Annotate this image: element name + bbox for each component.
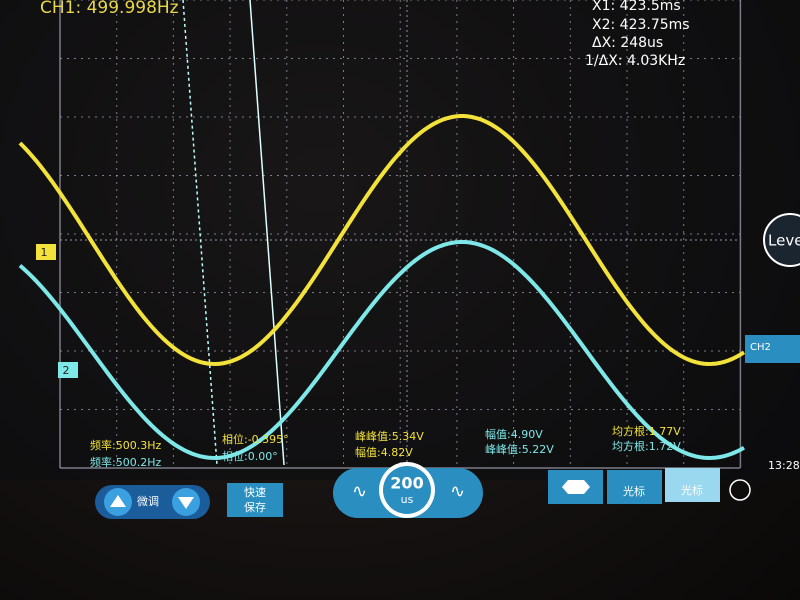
measure: 幅值:4.90V bbox=[485, 428, 543, 441]
ch1-marker-label: 1 bbox=[41, 246, 48, 259]
timebase-unit: us bbox=[401, 493, 414, 506]
ch2-tab-label: CH2 bbox=[750, 342, 771, 353]
ch2-marker-label: 2 bbox=[63, 364, 70, 377]
clock: 13:28 bbox=[768, 459, 800, 472]
measure: 频率:500.3Hz bbox=[90, 438, 161, 452]
ch2-tab[interactable] bbox=[745, 335, 800, 363]
measure: 峰峰值:5.34V bbox=[355, 430, 424, 443]
ch1-marker bbox=[36, 244, 56, 260]
cursor-readout: X1: 423.5ms bbox=[592, 0, 681, 14]
timebase-value: 200 bbox=[390, 474, 423, 493]
cursor-readout: X2: 423.75ms bbox=[592, 17, 690, 33]
timebase-knob-inner bbox=[383, 466, 431, 514]
trigger-icon bbox=[562, 480, 590, 494]
cursor-readout: 1/ΔX: 4.03KHz bbox=[585, 53, 685, 69]
measure: 峰峰值:5.22V bbox=[485, 443, 554, 456]
level-label: Leve bbox=[768, 232, 800, 250]
wave-icon[interactable]: ∿ bbox=[352, 481, 367, 502]
fine-label: 微调 bbox=[137, 494, 159, 508]
cursor-readout: ΔX: 248us bbox=[592, 35, 663, 51]
measure: 频率:500.2Hz bbox=[90, 455, 161, 469]
up-icon bbox=[110, 495, 126, 507]
cursor-button-active[interactable] bbox=[665, 468, 720, 502]
measure: 相位:-0.395° bbox=[222, 432, 289, 446]
wave-icon[interactable]: ∿ bbox=[450, 481, 465, 502]
grid bbox=[59, 0, 742, 469]
quick-save-button[interactable] bbox=[227, 483, 283, 517]
measure: 相位:0.00° bbox=[222, 449, 278, 463]
quick-save-label: 保存 bbox=[244, 500, 266, 514]
measure: 幅值:4.82V bbox=[355, 446, 413, 459]
down-icon bbox=[178, 497, 194, 509]
ch2-marker bbox=[58, 362, 78, 378]
cursor-x2 bbox=[249, 0, 285, 466]
quick-save-label: 快速 bbox=[244, 486, 266, 499]
measure: 均方根:1.72V bbox=[612, 439, 681, 453]
measure: 均方根:1.77V bbox=[612, 424, 681, 438]
cursor-label: 光标 bbox=[623, 484, 645, 498]
toolbar: 微调 快速 保存 ∿ ∿ 200 us 光标 光标 13:28 bbox=[95, 459, 800, 519]
ch1-waveform bbox=[18, 114, 746, 367]
measurements: 频率:500.3Hz 频率:500.2Hz 相位:-0.395° 相位:0.00… bbox=[90, 424, 681, 469]
level-knob[interactable] bbox=[763, 213, 800, 267]
cursor-label: 光标 bbox=[681, 483, 703, 497]
ch2-waveform bbox=[18, 240, 745, 461]
cursor-button[interactable] bbox=[607, 470, 662, 504]
frequency-readout: CH1: 499.998Hz bbox=[40, 0, 179, 18]
menu-button[interactable] bbox=[729, 479, 751, 501]
